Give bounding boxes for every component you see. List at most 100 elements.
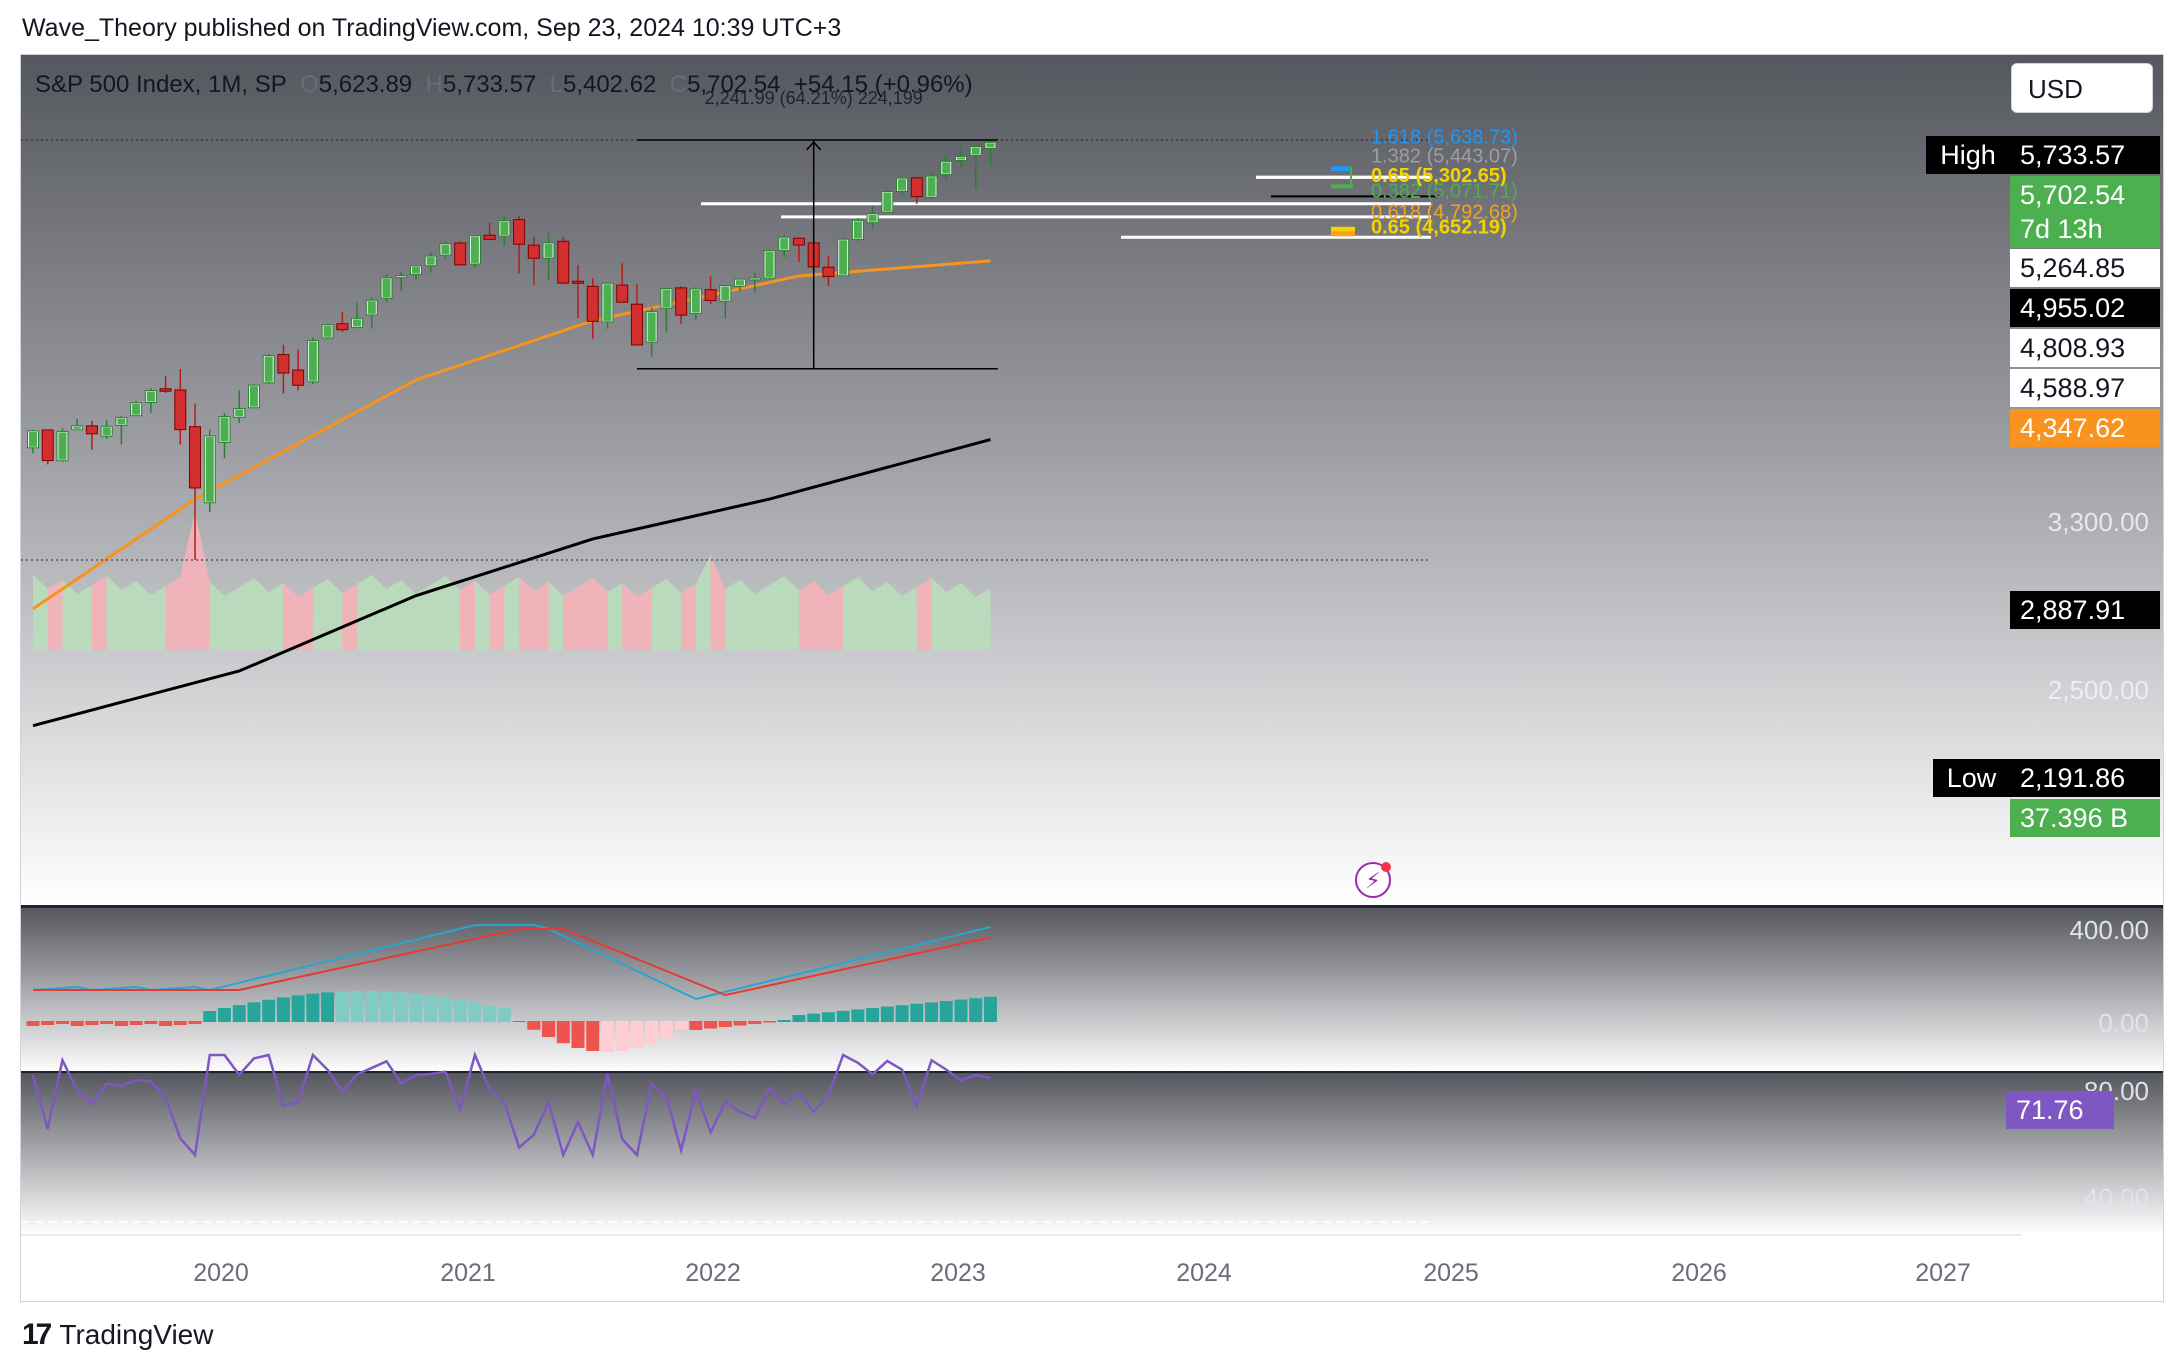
- measure-label: 2,241.99 (64.21%) 224,199: [705, 88, 923, 108]
- volume-slice: [33, 575, 48, 650]
- macd-histogram-bar: [438, 997, 452, 1022]
- candle-body: [277, 354, 290, 374]
- candle-body: [85, 425, 98, 435]
- candle-fill: [942, 162, 951, 174]
- volume-slice: [136, 581, 151, 650]
- macd-histogram-bar: [851, 1009, 865, 1022]
- candle-fill: [986, 143, 995, 148]
- candle-body: [483, 234, 496, 240]
- macd-histogram-bar: [527, 1021, 541, 1030]
- chart-canvas[interactable]: 2,241.99 (64.21%) 224,199 1.618 (5,638.73…: [21, 55, 2164, 1302]
- volume-slice: [622, 583, 637, 650]
- level-tag-4955: 4,955.02: [2010, 289, 2160, 327]
- close-value: 5,702.54: [687, 71, 781, 98]
- horizontal-levels: [21, 139, 1441, 561]
- time-axis-label: 2021: [440, 1259, 496, 1287]
- candle-fill: [323, 325, 332, 337]
- low-label-tag: Low: [1933, 759, 2010, 797]
- macd-histogram-bar: [321, 992, 335, 1022]
- candlesticks: [27, 139, 997, 560]
- candle-fill: [500, 221, 509, 236]
- macd-histogram-bar: [880, 1006, 894, 1022]
- axis-labels: 2020 2021 2022 2023 2024 2025 2026 2027 3,300.00…: [21, 507, 2149, 1287]
- macd-histogram-bar: [247, 1002, 261, 1022]
- macd-histogram-bar: [983, 996, 997, 1022]
- candle-fill: [235, 409, 244, 417]
- symbol-legend: S&P 500 Index, 1M, SP O5,623.89 H5,733.5…: [35, 71, 973, 99]
- macd-histogram-bar: [645, 1021, 659, 1044]
- volume-slice: [342, 584, 358, 650]
- macd-histogram-bar: [70, 1021, 84, 1026]
- macd-histogram-bar: [777, 1020, 791, 1022]
- lightning-icon: [1355, 862, 1391, 898]
- time-axis-label: 2020: [193, 1259, 249, 1287]
- macd-histogram-bar: [512, 1021, 526, 1022]
- macd-histogram-bar: [188, 1021, 202, 1024]
- candle-body: [41, 429, 54, 462]
- volume-slice: [695, 555, 711, 650]
- volume-slice: [681, 584, 696, 650]
- volume-slice: [916, 578, 932, 650]
- candle-fill: [102, 427, 111, 436]
- macd-histogram-bar: [571, 1021, 585, 1048]
- volume-slice: [504, 577, 520, 650]
- volume-slice: [519, 577, 534, 650]
- candle-fill: [647, 312, 656, 342]
- candle-fill: [883, 192, 892, 212]
- time-axis-label: 2022: [685, 1259, 741, 1287]
- currency-button[interactable]: USD: [2011, 63, 2153, 113]
- macd-histogram-bar: [144, 1021, 158, 1024]
- candle-body: [616, 284, 629, 303]
- candle-fill: [691, 289, 700, 313]
- candle-fill: [603, 284, 612, 321]
- ema200-tag: 2,887.91: [2010, 591, 2160, 629]
- footer-brand-label: TradingView: [59, 1319, 214, 1350]
- volume-slice: [224, 587, 240, 650]
- fib-marker: [1331, 231, 1355, 237]
- candle-fill: [132, 403, 141, 415]
- footer-brand[interactable]: 17 TradingView: [22, 1318, 213, 1352]
- macd-histogram-bar: [497, 1008, 511, 1022]
- candle-fill: [73, 426, 82, 429]
- volume-slice: [813, 581, 829, 650]
- candle-fill: [205, 436, 214, 502]
- candle-body: [572, 280, 585, 284]
- volume-slice: [195, 511, 210, 650]
- ema-200-line: [32, 438, 991, 728]
- ema50-tag: 4,347.62: [2010, 409, 2160, 447]
- volume-slice: [960, 583, 976, 650]
- candle-body: [189, 426, 202, 489]
- time-axis-label: 2026: [1671, 1259, 1727, 1287]
- candle-body: [557, 240, 570, 284]
- volume-slice: [902, 587, 917, 650]
- volume-slice: [180, 511, 196, 650]
- volume-slice: [784, 576, 799, 650]
- candle-fill: [971, 147, 980, 155]
- macd-histogram-bar: [718, 1021, 732, 1027]
- macd-histogram-bar: [556, 1021, 570, 1044]
- macd-histogram-bar: [306, 993, 320, 1022]
- volume-slice: [283, 583, 299, 650]
- volume-slice: [578, 578, 593, 650]
- high-price-tag: 5,733.57: [2010, 136, 2160, 174]
- signal-line: [33, 928, 991, 997]
- high-value: 5,733.57: [442, 71, 537, 98]
- open-label: O: [300, 71, 319, 98]
- tradingview-logo-icon: 17: [22, 1318, 52, 1351]
- macd-histogram-bar: [659, 1021, 673, 1037]
- chart-frame[interactable]: 2,241.99 (64.21%) 224,199 1.618 (5,638.73…: [20, 54, 2164, 1302]
- macd-histogram-bar: [217, 1008, 231, 1022]
- candle-body: [822, 266, 835, 278]
- candle-fill: [397, 276, 406, 278]
- macd-histogram-bar: [615, 1021, 629, 1051]
- candle-fill: [249, 386, 258, 407]
- fib-level-label: 0.382 (5,071.71): [1371, 181, 1518, 203]
- fib-level-label: 0.618 (4,792.68): [1371, 201, 1518, 223]
- high-label-tag: High: [1926, 136, 2010, 174]
- candle-body: [527, 244, 540, 259]
- volume-slice: [77, 585, 92, 650]
- volume-slice: [710, 555, 726, 650]
- macd-histogram-bar: [483, 1005, 497, 1022]
- macd-histogram-bar: [939, 1001, 953, 1022]
- candle-fill: [353, 319, 362, 327]
